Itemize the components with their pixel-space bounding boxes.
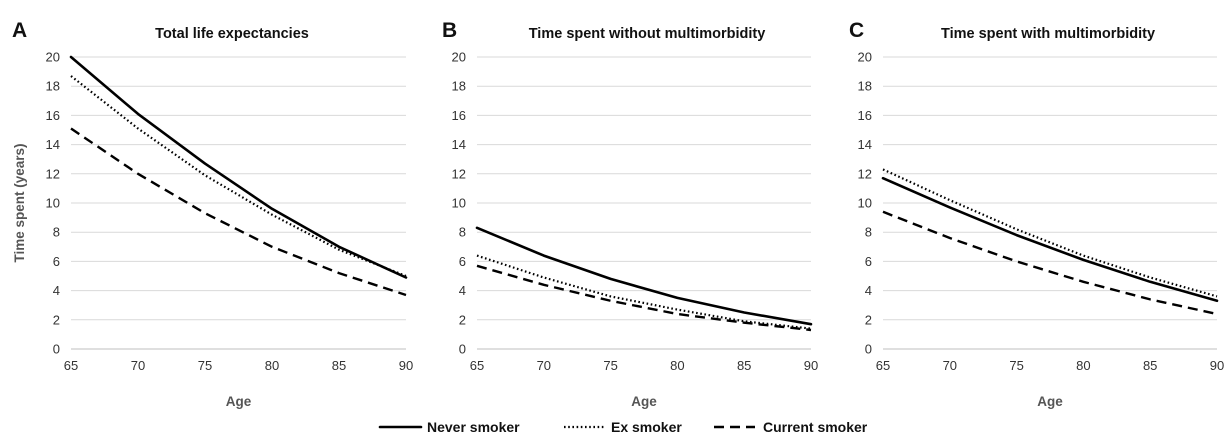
y-tick-label: 14 [452, 137, 466, 152]
y-axis-title: Time spent (years) [12, 143, 27, 262]
panel-b: 0 2 4 6 8 10 12 14 16 18 20 65 70 75 80 85 90 B Time spent… [442, 19, 818, 409]
y-tick-label: 16 [46, 108, 60, 123]
x-tick-label: 90 [804, 358, 818, 373]
y-tick-label: 12 [46, 166, 60, 181]
y-tick-label: 0 [865, 342, 872, 357]
x-tick-label: 80 [265, 358, 279, 373]
y-tick-label: 2 [53, 312, 60, 327]
series-line-ex-smoker [882, 168, 1218, 298]
y-tick-label: 10 [858, 196, 872, 211]
x-tick-label: 75 [198, 358, 212, 373]
y-tick-label: 12 [858, 166, 872, 181]
x-tick-label: 85 [332, 358, 346, 373]
series-line-ex-smoker [70, 75, 407, 278]
x-tick-label: 70 [537, 358, 551, 373]
panel-a: 0 2 4 6 8 10 12 14 16 18 20 65 70 75 80 85 90 A Total life… [12, 19, 413, 409]
y-tick-label: 6 [53, 254, 60, 269]
x-tick-label: 80 [1076, 358, 1090, 373]
y-tick-label: 2 [459, 312, 466, 327]
panel-letter: A [12, 19, 27, 42]
panel-letter: B [442, 19, 457, 42]
x-tick-label: 75 [603, 358, 617, 373]
y-tick-label: 16 [452, 108, 466, 123]
y-tick-label: 8 [865, 225, 872, 240]
series-line-never-smoker [475, 226, 813, 326]
x-tick-label: 70 [943, 358, 957, 373]
panel-letter: C [849, 19, 864, 42]
y-tick-label: 10 [452, 196, 466, 211]
x-tick-label: 70 [131, 358, 145, 373]
y-tick-label: 8 [53, 225, 60, 240]
y-tick-label: 6 [865, 254, 872, 269]
y-tick-label: 0 [53, 342, 60, 357]
y-tick-label: 6 [459, 254, 466, 269]
x-tick-label: 90 [399, 358, 413, 373]
series-line-current-smoker [476, 264, 812, 332]
y-tick-label: 4 [459, 283, 466, 298]
panel-title: Time spent without multimorbidity [529, 26, 766, 42]
x-axis-title: Age [631, 394, 657, 409]
series-line-current-smoker [882, 210, 1218, 316]
x-axis-title: Age [1037, 394, 1063, 409]
y-tick-label: 16 [858, 108, 872, 123]
y-tick-label: 10 [46, 196, 60, 211]
series-line-never-smoker [69, 55, 408, 279]
series-line-never-smoker [881, 176, 1219, 303]
x-tick-label: 65 [470, 358, 484, 373]
y-tick-label: 8 [459, 225, 466, 240]
y-tick-label: 18 [452, 79, 466, 94]
y-tick-label: 14 [858, 137, 872, 152]
series-line-current-smoker [70, 127, 407, 297]
x-tick-label: 65 [876, 358, 890, 373]
legend-label: Never smoker [427, 419, 520, 435]
y-tick-label: 12 [452, 166, 466, 181]
x-tick-label: 65 [64, 358, 78, 373]
x-tick-label: 90 [1210, 358, 1224, 373]
y-tick-label: 20 [46, 50, 60, 65]
panel-title: Total life expectancies [155, 26, 309, 42]
panel-title: Time spent with multimorbidity [941, 26, 1155, 42]
y-tick-label: 20 [858, 50, 872, 65]
y-tick-label: 2 [865, 312, 872, 327]
x-tick-label: 85 [1143, 358, 1157, 373]
y-tick-label: 0 [459, 342, 466, 357]
y-tick-label: 18 [858, 79, 872, 94]
panel-c: 0 2 4 6 8 10 12 14 16 18 20 65 70 75 80 85 90 C Time spent… [849, 19, 1224, 409]
y-tick-label: 18 [46, 79, 60, 94]
y-tick-label: 14 [46, 137, 60, 152]
x-tick-label: 75 [1009, 358, 1023, 373]
y-tick-label: 4 [865, 283, 872, 298]
y-tick-label: 4 [53, 283, 60, 298]
x-tick-label: 85 [737, 358, 751, 373]
legend: Never smoker Ex smoker Current smoker [378, 419, 868, 435]
x-tick-label: 80 [670, 358, 684, 373]
legend-label: Ex smoker [611, 419, 682, 435]
legend-label: Current smoker [763, 419, 868, 435]
series-line-ex-smoker [476, 254, 812, 330]
x-axis-title: Age [226, 394, 252, 409]
y-tick-label: 20 [452, 50, 466, 65]
